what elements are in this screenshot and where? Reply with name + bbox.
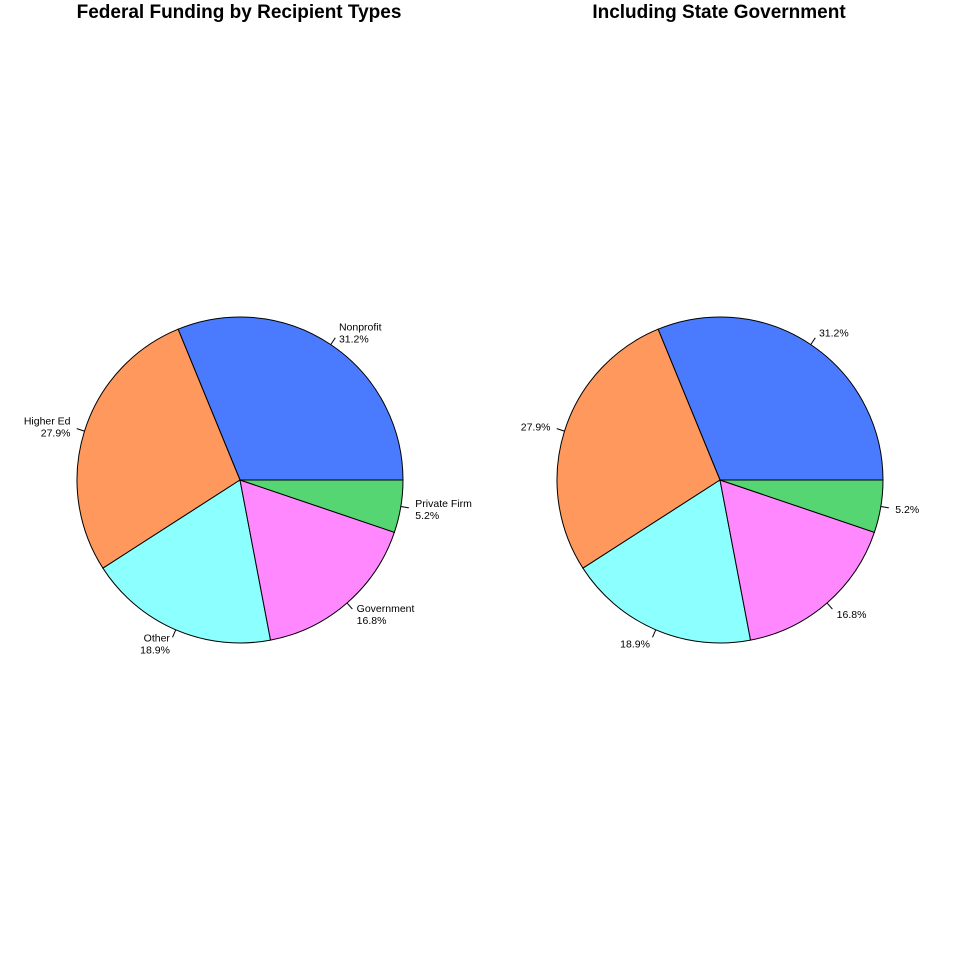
slice-percent: 16.8% [357,615,387,627]
chart-title: Including State Government [592,2,846,23]
pie-slice-label: 16.8% [837,609,867,621]
slice-name: Other [144,632,171,644]
pie-slice-label: Higher Ed 27.9% [24,416,71,440]
pie-slices [556,316,884,644]
label-leader-line [556,428,565,432]
pie-slice-label: Other 18.9% [140,632,170,656]
label-leader-line [400,506,409,509]
pie-slice-label: 18.9% [620,638,650,650]
label-leader-line [880,506,889,509]
pie-slice-label: Nonprofit 31.2% [339,321,382,345]
pie-slice-label: Private Firm 5.2% [415,498,472,522]
slice-percent: 27.9% [41,428,71,440]
slice-name: Nonprofit [339,321,382,333]
pie-slice-nonprofit [177,316,404,481]
pie-chart-federal-funding: Federal Funding by Recipient Types Nonpr… [24,2,472,656]
label-leader-line [76,428,85,432]
pie-slice-2 [556,328,721,569]
label-leader-line [826,602,833,610]
pie-chart-including-state-government: Including State Government 31.2% 27.9% 18.… [521,2,919,650]
slice-name: Higher Ed [24,416,71,428]
pie-labels: 31.2% 27.9% 18.9% 16.8% 5.2% [521,327,919,650]
pie-slice-government [239,479,396,641]
pie-slice-label: Government 16.8% [357,603,415,627]
pie-slice-1 [657,316,884,481]
slice-percent: 5.2% [415,510,439,522]
pie-slice-4 [719,479,876,641]
label-leader-line [330,337,336,345]
pie-labels: Nonprofit 31.2% Higher Ed 27.9% Other 18.9% Go… [24,321,472,656]
slice-name: Government [357,603,415,615]
slice-percent: 18.9% [140,644,170,656]
pie-slice-label: 31.2% [819,327,849,339]
label-leader-line [652,629,657,638]
pie-slice-other [102,479,272,644]
pie-slice-3 [582,479,752,644]
chart-title: Federal Funding by Recipient Types [77,2,402,23]
pie-slices [76,316,404,644]
slice-name: Private Firm [415,498,472,510]
slice-percent: 31.2% [339,333,369,345]
pie-slice-label: 27.9% [521,422,551,434]
label-leader-line [172,629,177,638]
label-leader-line [346,602,353,610]
pie-slice-higher-ed [76,328,241,569]
pie-slice-label: 5.2% [895,504,919,516]
label-leader-line [810,337,816,345]
